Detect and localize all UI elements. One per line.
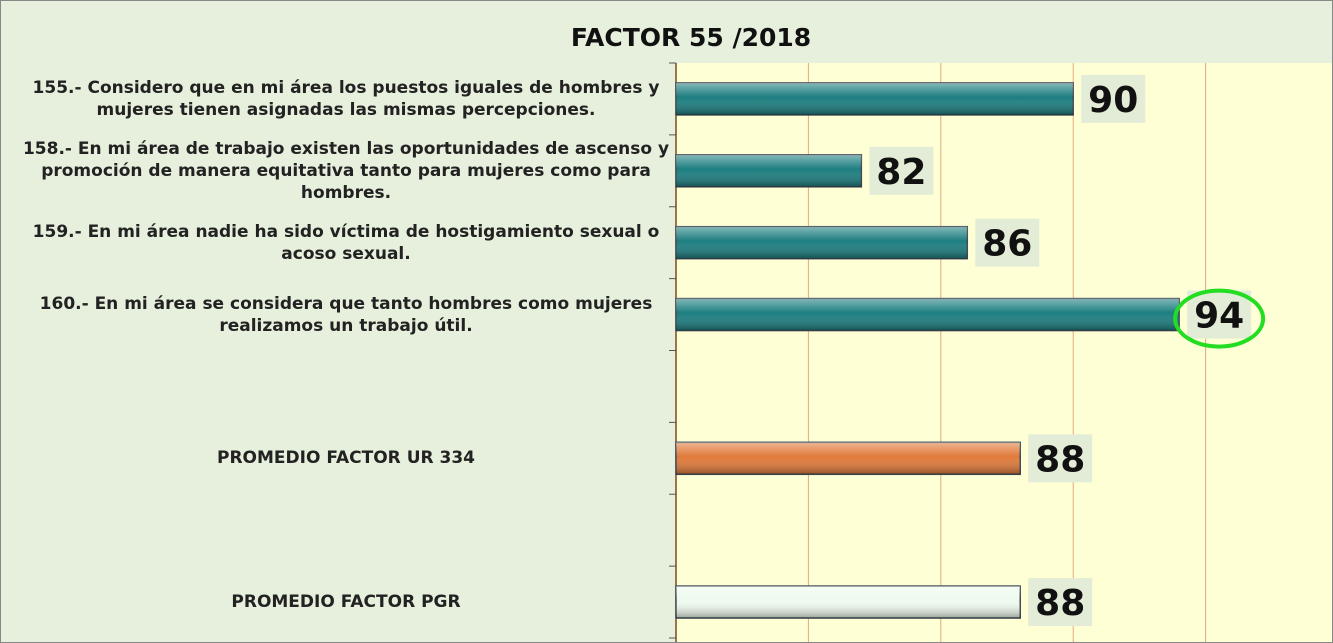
bar-shade <box>676 298 1180 331</box>
bar-shade <box>676 442 1021 475</box>
category-label: 158.- En mi área de trabajo existen las … <box>22 138 670 203</box>
value-label: 82 <box>876 152 926 193</box>
value-label: 90 <box>1088 80 1138 121</box>
value-label-bg <box>1081 74 1146 123</box>
value-label-bg <box>1028 578 1093 627</box>
bar-shade <box>676 586 1021 619</box>
value-label: 86 <box>982 224 1032 265</box>
category-label: 155.- Considero que en mi área los puest… <box>32 77 660 120</box>
category-label: 159.- En mi área nadie ha sido víctima d… <box>32 221 660 264</box>
value-label-bg <box>1187 290 1252 339</box>
bar-shade <box>676 154 862 187</box>
bar-shade <box>676 82 1074 115</box>
value-label: 94 <box>1194 296 1244 337</box>
plot-area <box>676 63 1332 642</box>
value-label-bg <box>869 146 934 195</box>
category-label: 160.- En mi área se considera que tanto … <box>39 293 653 336</box>
value-label-bg <box>1028 434 1093 483</box>
category-label: PROMEDIO FACTOR PGR <box>231 592 461 613</box>
value-label: 88 <box>1035 439 1085 480</box>
bar-shade <box>676 226 968 259</box>
highlight <box>1173 288 1266 349</box>
chart-title: FACTOR 55 /2018 <box>570 23 812 52</box>
value-label-bg <box>975 218 1040 267</box>
category-label: PROMEDIO FACTOR UR 334 <box>217 448 475 469</box>
value-label: 88 <box>1035 583 1085 624</box>
